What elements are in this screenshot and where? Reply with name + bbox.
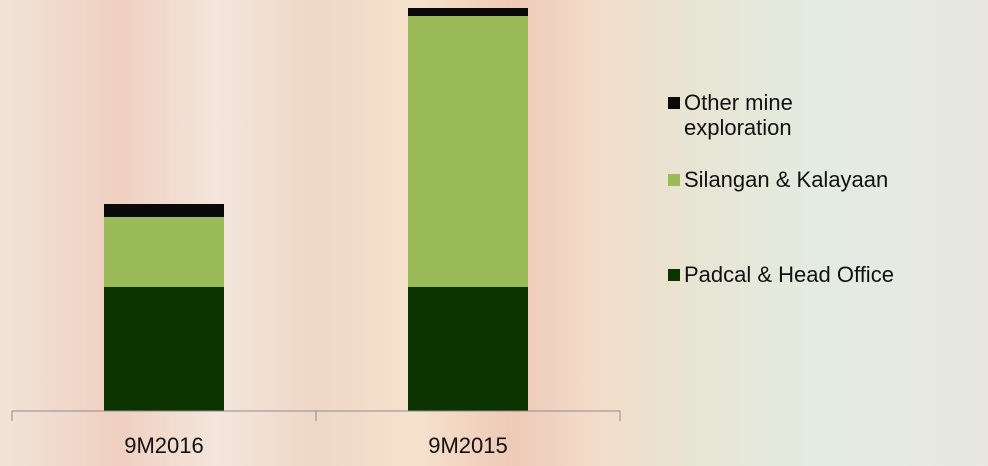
x-tick-label: 9M2015	[428, 433, 508, 458]
bar-segment	[408, 16, 528, 287]
legend-swatch	[668, 269, 680, 281]
legend-item: Padcal & Head Office	[668, 262, 894, 287]
legend-label: Silangan & Kalayaan	[684, 167, 889, 192]
legend-item: Silangan & Kalayaan	[668, 167, 888, 192]
legend-label: Padcal & Head Office	[684, 262, 894, 287]
bar-segment	[408, 287, 528, 411]
legend-item: Other mine exploration	[668, 90, 844, 140]
bar-segment	[104, 217, 224, 287]
bar-segment	[104, 287, 224, 411]
legend-label: Other mine exploration	[684, 90, 793, 140]
x-tick-label: 9M2016	[124, 433, 204, 458]
legend-swatch	[668, 174, 680, 186]
bar-segment	[104, 204, 224, 217]
legend-swatch	[668, 97, 680, 109]
bar-segment	[408, 8, 528, 16]
